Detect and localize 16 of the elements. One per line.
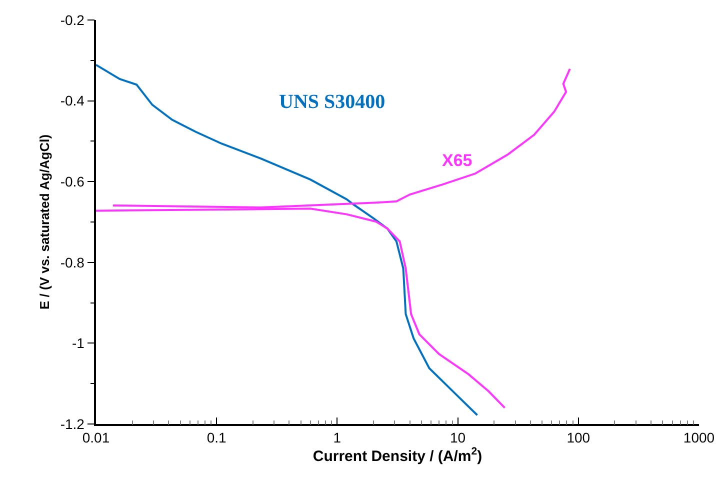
y-tick-label: -0.2 [60,12,85,28]
y-tick-label: -1.2 [60,416,85,432]
x-tick-label: 0.1 [206,430,227,446]
x-axis-title: Current Density / (A/m$^{2}$) [312,446,482,466]
y-tick-label: -1 [72,335,85,352]
x-tick-label: 100 [566,430,590,446]
text: UNS S30400 [279,91,386,113]
y-axis-title: E / (V vs. saturated Ag/AgCl) [36,134,52,310]
x-tick-label: 0.01 [82,430,110,446]
y-tick-label: -0.6 [60,174,85,190]
x-tick-label: 10 [450,430,466,446]
x-tick-label: 1000 [683,430,715,446]
series-label: X65 [442,151,472,170]
y-tick-label: -0.4 [60,92,85,109]
x-tick-label: 1 [333,430,342,446]
y-tick-label: -0.8 [60,254,85,270]
